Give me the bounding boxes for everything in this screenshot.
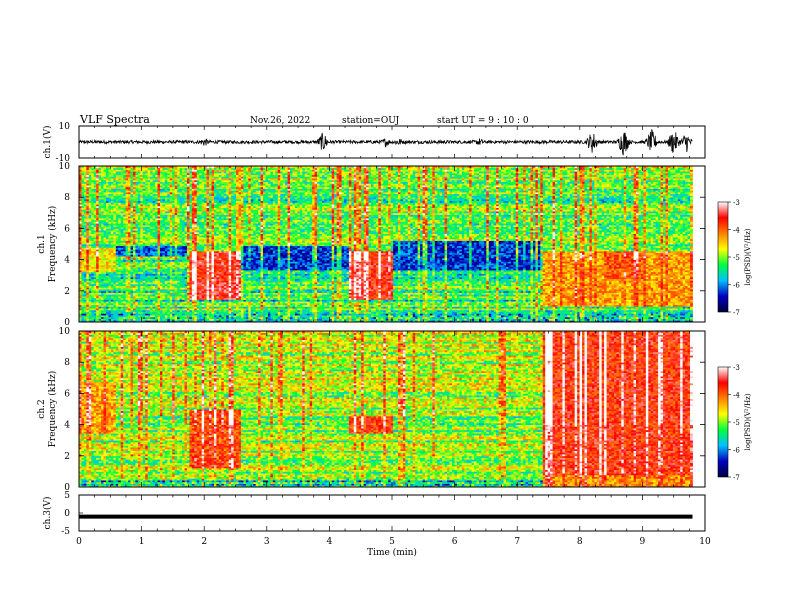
start-time-label: start UT = 9 : 10 : 0 (437, 116, 529, 126)
ch1-spectrogram-heatmap (79, 166, 693, 322)
date-label: Nov.26, 2022 (250, 116, 310, 126)
station-label: station=OUJ (342, 116, 400, 126)
vlf-spectra-figure: VLF Spectra Nov.26, 2022 station=OUJ sta… (0, 0, 792, 612)
ch1-waveform-panel: 10-10 (56, 122, 706, 164)
ch1-ytick-label: 10 (59, 122, 71, 132)
figure-title: VLF Spectra (79, 113, 150, 126)
